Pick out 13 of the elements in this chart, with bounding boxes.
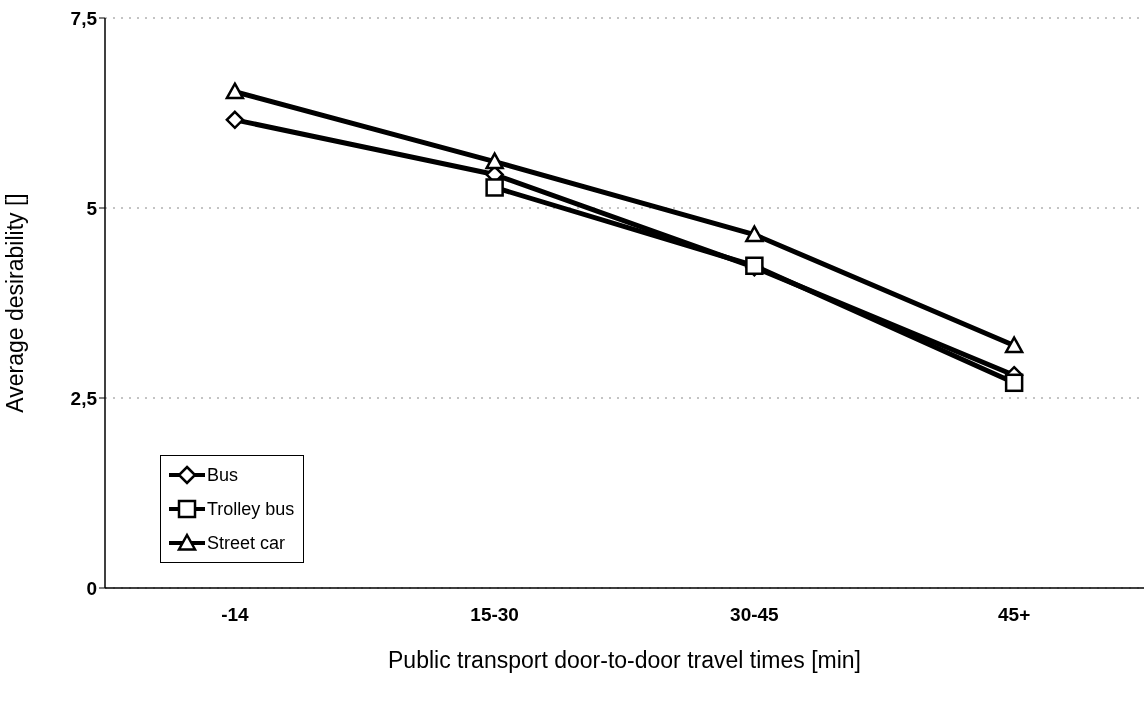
x-tick-label: -14 [221,604,250,626]
x-axis-title: Public transport door-to-door travel times [min] [388,647,861,673]
legend-label: Bus [207,464,239,486]
y-tick-label: 5 [86,197,98,219]
y-tick-label: 0 [86,577,97,599]
y-axis-title: Average desirability [] [2,193,29,413]
legend-label: Street car [207,532,286,554]
x-tick-label: 45+ [998,604,1031,626]
y-tick-label: 2,5 [70,387,98,409]
x-tick-label: 30-45 [730,604,780,626]
x-tick-label: 15-30 [470,604,519,626]
legend-label: Trolley bus [207,498,295,520]
y-tick-label: 7,5 [70,7,98,29]
